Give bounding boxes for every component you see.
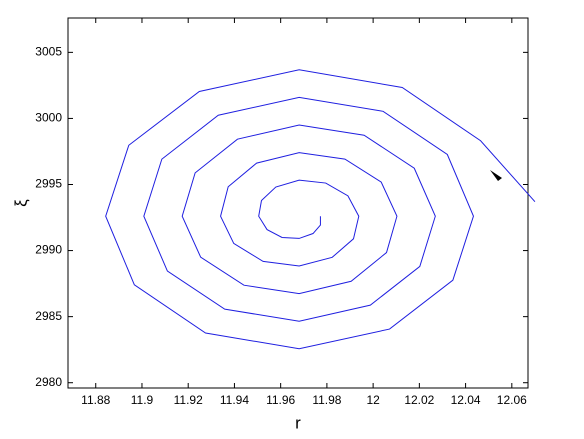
direction-arrow: [490, 170, 502, 181]
x-tick-label: 11.9: [131, 393, 154, 407]
y-tick-label: 2985: [35, 309, 62, 323]
x-tick-label: 11.96: [266, 393, 295, 407]
plot-frame: [67, 17, 529, 389]
x-tick-label: 12.04: [451, 393, 481, 407]
y-tick-label: 2980: [35, 375, 62, 389]
y-tick-label: 3005: [35, 45, 62, 59]
x-tick-label: 12.02: [404, 393, 434, 407]
x-axis-label: r: [295, 413, 301, 432]
x-tick-label: 11.92: [174, 393, 203, 407]
y-tick-label: 3000: [35, 111, 62, 125]
x-tick-label: 11.88: [81, 393, 110, 407]
trajectory-line: [105, 69, 536, 350]
y-tick-label: 2990: [35, 243, 62, 257]
y-tick-label: 2995: [35, 177, 62, 191]
y-axis-label: ξ: [11, 199, 30, 207]
x-tick-label: 12: [366, 393, 380, 407]
x-tick-label: 11.94: [220, 393, 249, 407]
x-tick-label: 11.98: [312, 393, 341, 407]
x-tick-label: 12.06: [497, 393, 527, 407]
